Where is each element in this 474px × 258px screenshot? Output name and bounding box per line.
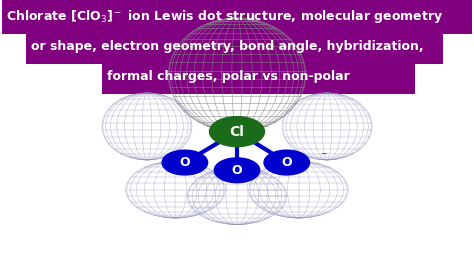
Text: $^-$: $^-$ [319,151,328,161]
Circle shape [210,117,264,147]
Text: O: O [282,156,292,169]
Text: O: O [232,164,242,177]
Circle shape [264,150,310,175]
Text: Chlorate [ClO$_3$]$^-$ ion Lewis dot structure, molecular geometry: Chlorate [ClO$_3$]$^-$ ion Lewis dot str… [6,8,443,25]
Circle shape [162,150,208,175]
FancyBboxPatch shape [26,29,443,64]
Text: formal charges, polar vs non-polar: formal charges, polar vs non-polar [107,70,349,83]
Circle shape [214,158,260,183]
Text: O: O [180,156,190,169]
Text: Cl: Cl [229,125,245,139]
Text: or shape, electron geometry, bond angle, hybridization,: or shape, electron geometry, bond angle,… [31,40,423,53]
FancyBboxPatch shape [2,0,472,34]
FancyBboxPatch shape [102,59,415,94]
